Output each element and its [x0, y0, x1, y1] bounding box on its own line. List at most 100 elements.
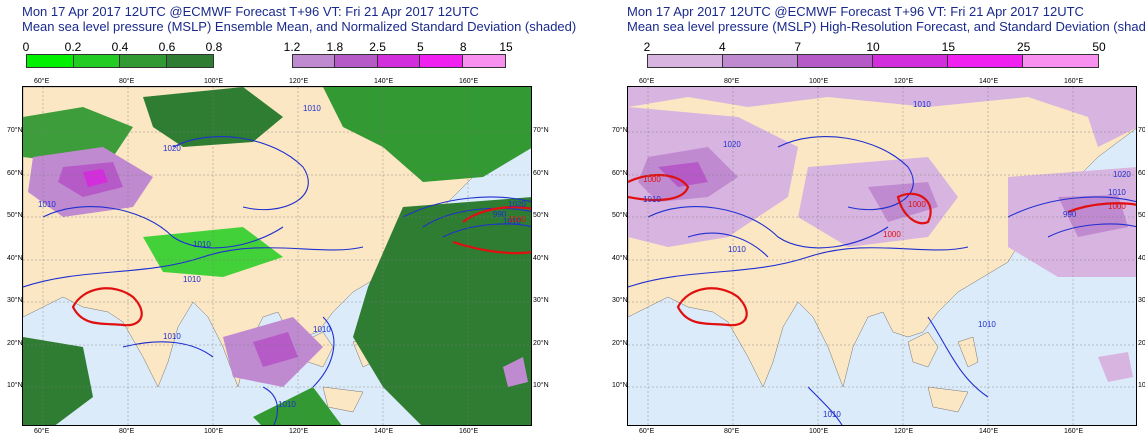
- isobar-label: 1000: [643, 175, 661, 184]
- longitude-label: 100°E: [204, 78, 224, 85]
- latitude-label: 10°N: [7, 382, 23, 389]
- legend-colorbar: [292, 54, 506, 68]
- latitude-label: 20°N: [7, 340, 23, 347]
- longitude-label: 140°E: [374, 78, 394, 85]
- longitude-label: 80°E: [119, 78, 135, 85]
- longitude-label: 140°E: [979, 428, 999, 435]
- legend-swatch: [1022, 55, 1098, 67]
- isobar-label: 1020: [508, 200, 526, 209]
- legend-label: 4: [718, 40, 726, 54]
- latitude-label: 20°N: [1138, 340, 1145, 347]
- longitude-label: 160°E: [1064, 428, 1084, 435]
- contour-labels: 1010 1020 1000 1010 1000 1000 1010 1020 1010 990 1…: [643, 100, 1131, 419]
- longitude-label: 140°E: [374, 428, 394, 435]
- latitude-label: 50°N: [612, 212, 628, 219]
- longitude-label: 140°E: [979, 78, 999, 85]
- map-canvas: 1010 1020 1000 1010 1000 1000 1010 1020 1010 990 1…: [628, 87, 1136, 425]
- legend-colorbar: [26, 54, 214, 68]
- legend-swatch: [722, 55, 798, 67]
- longitude-label: 60°E: [34, 78, 50, 85]
- isobar-label: 1010: [913, 100, 931, 109]
- latitude-label: 30°N: [1138, 297, 1145, 304]
- isobar-label: 1000: [883, 230, 901, 239]
- longitude-label: 60°E: [639, 428, 655, 435]
- legend-swatch: [73, 55, 120, 67]
- legend-label: 0.6: [158, 40, 176, 54]
- longitude-label: 120°E: [894, 428, 914, 435]
- legend-swatch: [872, 55, 948, 67]
- isobar-label: 1010: [193, 240, 211, 249]
- legend-swatch: [947, 55, 1023, 67]
- longitude-label: 60°E: [34, 428, 50, 435]
- longitude-label: 80°E: [119, 428, 135, 435]
- purple-spread-shading: [628, 87, 1136, 382]
- isobar-label: 1010: [303, 104, 321, 113]
- isobar-label: 1010: [643, 195, 661, 204]
- legend-swatch: [797, 55, 873, 67]
- latitude-label: 70°N: [533, 127, 549, 134]
- contour-labels: 1010102010101010101010201010990100010101…: [38, 104, 526, 409]
- longitude-label: 60°E: [639, 78, 655, 85]
- legend-label: 50: [1092, 40, 1106, 54]
- isobar-label: 1010: [38, 200, 56, 209]
- isobar-1000: [71, 206, 531, 327]
- legend-swatch: [120, 55, 167, 67]
- latitude-label: 60°N: [612, 170, 628, 177]
- latitude-label: 60°N: [533, 170, 549, 177]
- legend-label: 25: [1016, 40, 1031, 54]
- spread-purple-legend: 2 4 7 10 15 25 50: [644, 40, 1106, 68]
- latitude-label: 70°N: [612, 127, 628, 134]
- isobars: [23, 136, 531, 425]
- latitude-label: 30°N: [612, 297, 628, 304]
- mslp-ensemble-map[interactable]: 1010 1020 1010 1010 1010 1020 1010 990 1000 1010 1…: [22, 86, 532, 426]
- spread-purple-legend: 1.2 1.8 2.5 5 8 15: [284, 40, 513, 68]
- longitude-label: 160°E: [459, 78, 479, 85]
- legend-labels: 2 4 7 10 15 25 50: [644, 40, 1106, 54]
- legend-label: 0.8: [205, 40, 223, 54]
- latitude-label: 10°N: [533, 382, 549, 389]
- legend-swatch: [648, 55, 723, 67]
- legend-label: 8: [459, 40, 467, 54]
- legend-label: 10: [866, 40, 880, 54]
- legend-swatch: [462, 55, 505, 67]
- mslp-hires-map[interactable]: 1010 1020 1000 1010 1000 1000 1010 1020 1010 990 1…: [627, 86, 1137, 426]
- legend-swatch: [293, 55, 336, 67]
- isobar-1000: [628, 173, 1136, 327]
- isobar-label: 990: [1063, 210, 1077, 219]
- latitude-label: 20°N: [533, 340, 549, 347]
- isobars: [628, 136, 1136, 425]
- legend-label: 5: [417, 40, 424, 54]
- isobar-label: 1010: [1108, 188, 1126, 197]
- legend-label: 0: [22, 40, 30, 54]
- longitude-label: 120°E: [894, 78, 914, 85]
- longitude-label: 160°E: [1064, 78, 1084, 85]
- map-canvas: 1010102010101010101010201010990100010101…: [23, 87, 531, 425]
- isobar-label: 1010: [978, 320, 996, 329]
- latitude-label: 10°N: [612, 382, 628, 389]
- isobar-label: 1010: [163, 332, 181, 341]
- latitude-label: 30°N: [7, 297, 23, 304]
- isobar-label: 1010: [503, 217, 521, 226]
- legend-swatch: [377, 55, 421, 67]
- latitude-label: 60°N: [1138, 170, 1145, 177]
- legend-labels: 1.2 1.8 2.5 5 8 15: [284, 40, 513, 54]
- panel-title-line2: Mean sea level pressure (MSLP) High-Reso…: [627, 19, 1145, 34]
- isobar-label: 1010: [823, 410, 841, 419]
- legend-label: 15: [499, 40, 513, 54]
- longitude-label: 120°E: [289, 78, 309, 85]
- longitude-label: 80°E: [724, 78, 740, 85]
- isobar-label: 1010: [728, 245, 746, 254]
- latitude-label: 40°N: [533, 255, 549, 262]
- legend-label: 0.2: [64, 40, 82, 54]
- isobar-label: 1010: [183, 275, 201, 284]
- longitude-label: 120°E: [289, 428, 309, 435]
- panel-title-line1: Mon 17 Apr 2017 12UTC @ECMWF Forecast T+…: [627, 4, 1084, 19]
- legend-label: 1.2: [283, 40, 301, 54]
- isobar-label: 1000: [1108, 202, 1126, 211]
- latitude-label: 40°N: [1138, 255, 1145, 262]
- longitude-label: 100°E: [809, 78, 829, 85]
- legend-colorbar: [647, 54, 1099, 68]
- latitude-label: 10°N: [1138, 382, 1145, 389]
- ensemble-panel: Mon 17 Apr 2017 12UTC @ECMWF Forecast T+…: [0, 0, 576, 439]
- latitude-label: 50°N: [1138, 212, 1145, 219]
